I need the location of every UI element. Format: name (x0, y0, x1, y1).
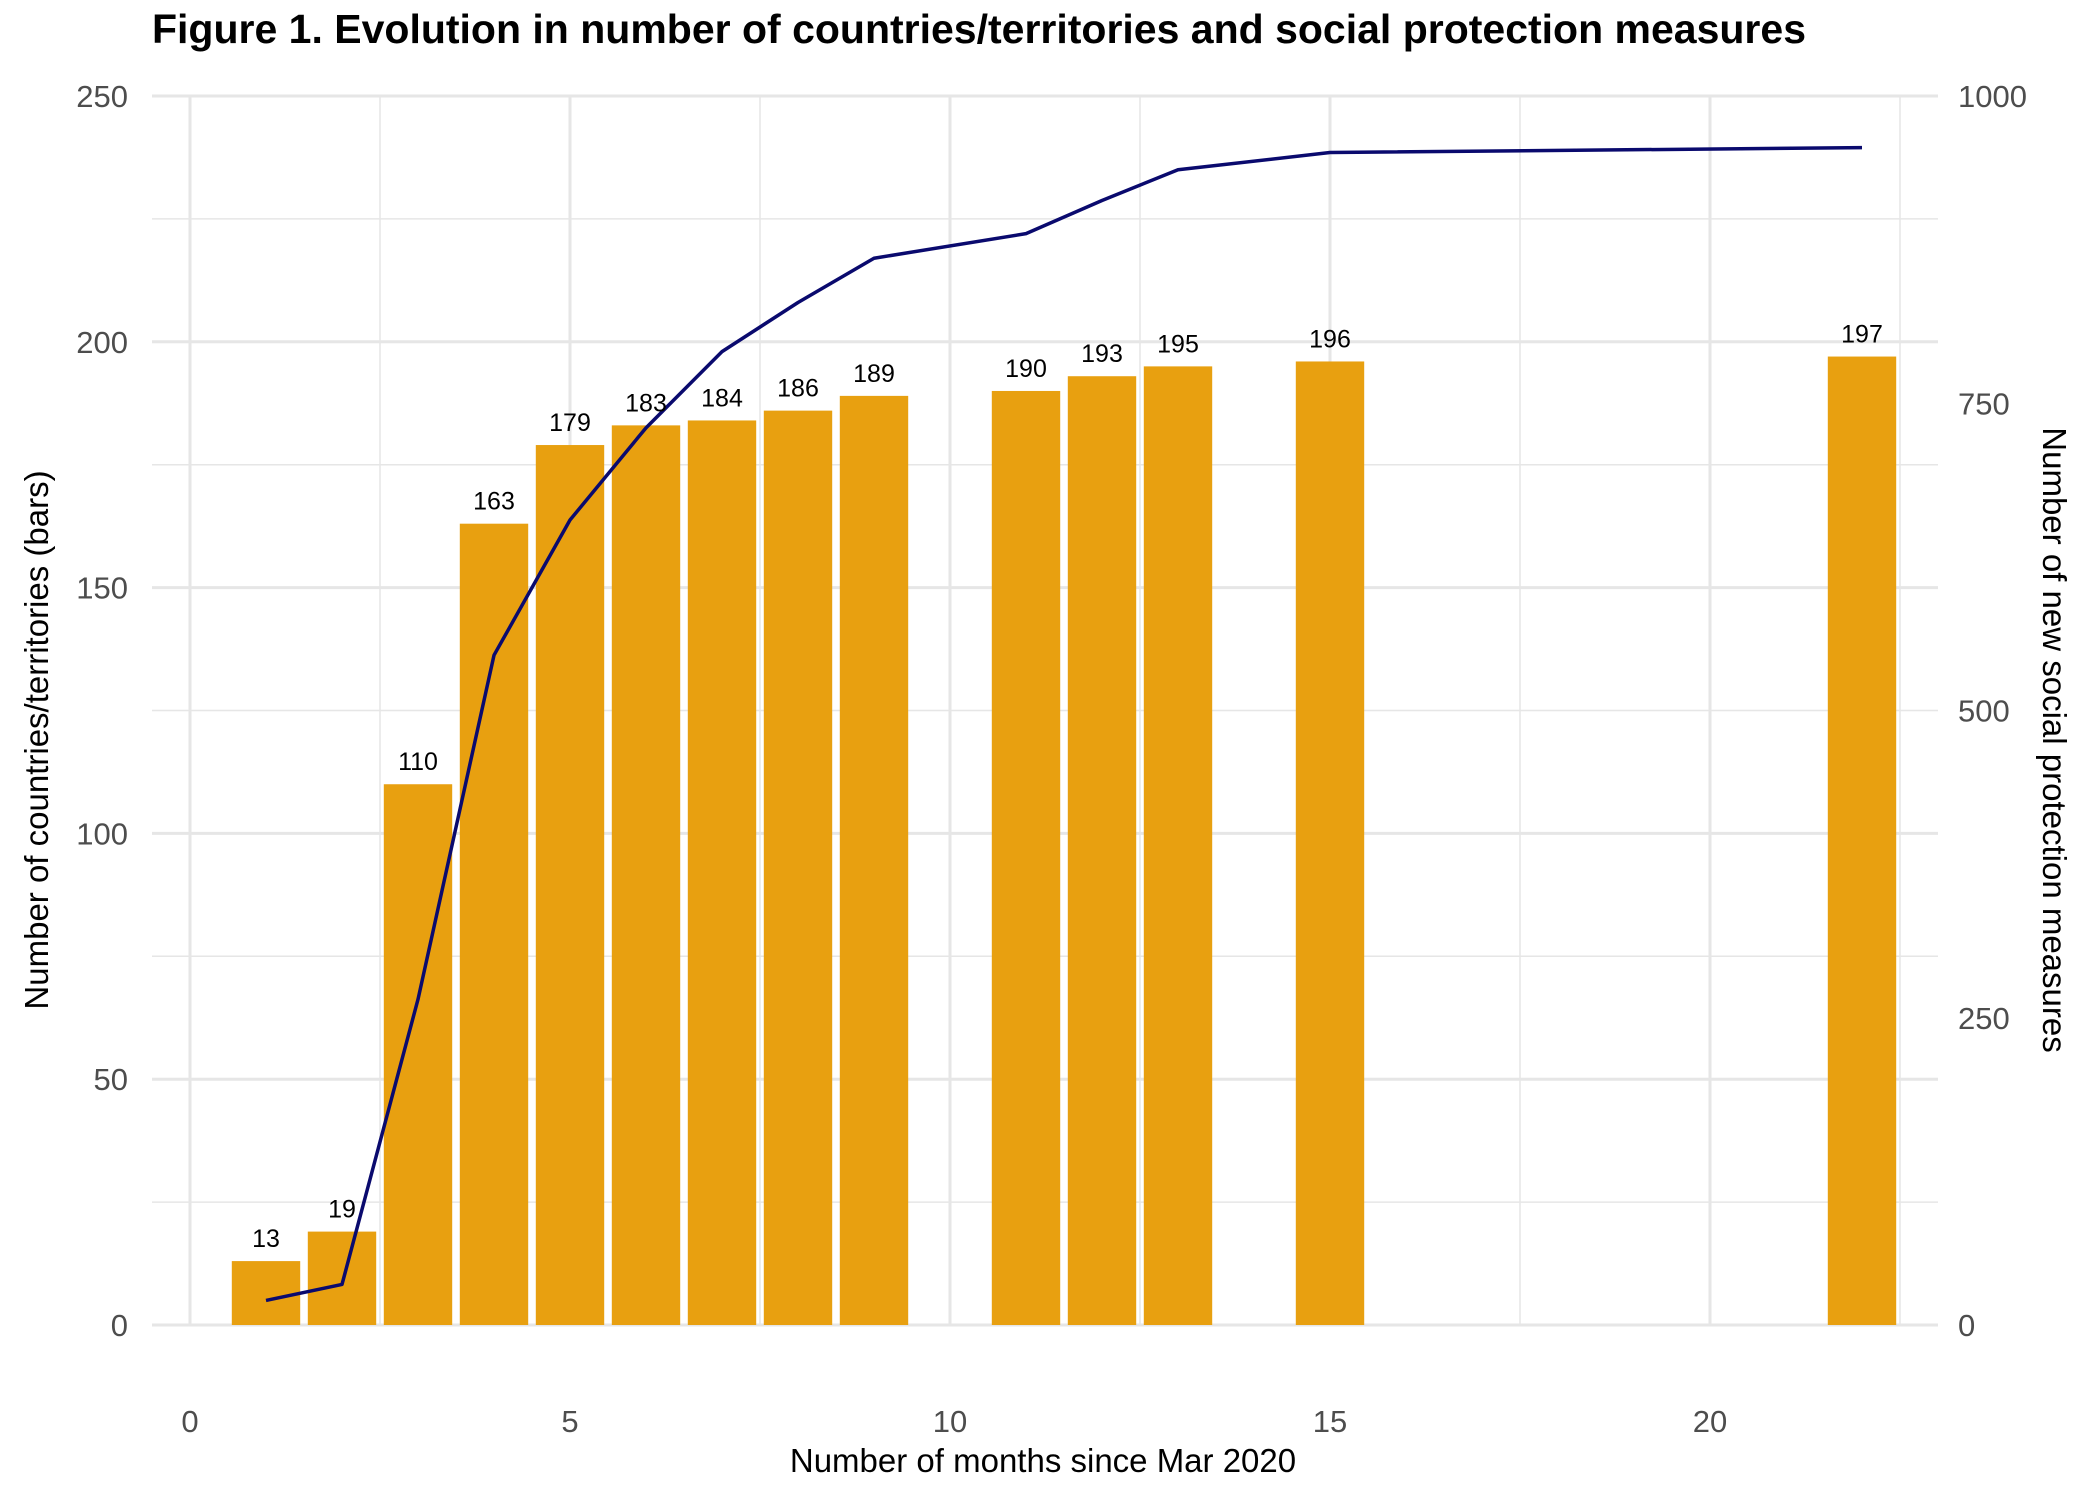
x-axis-label: Number of months since Mar 2020 (790, 1442, 1296, 1479)
x-tick-label: 5 (561, 1404, 578, 1439)
bar-value-label: 197 (1841, 321, 1883, 349)
bar (1067, 376, 1137, 1325)
bar-value-label: 186 (777, 375, 819, 403)
bar-value-label: 179 (549, 409, 591, 437)
chart-title: Figure 1. Evolution in number of countri… (152, 6, 1806, 52)
measures-line-layer (265, 145, 1863, 1303)
bars (231, 356, 1897, 1326)
bar-value-label: 184 (701, 384, 743, 412)
bar (839, 395, 909, 1326)
bar (991, 390, 1061, 1326)
bar-value-label: 13 (252, 1225, 280, 1253)
bar (535, 445, 605, 1325)
bar-value-label: 195 (1157, 330, 1199, 358)
bar (459, 523, 529, 1325)
bar (383, 784, 453, 1325)
y-tick-label: 50 (94, 1062, 128, 1097)
y2-tick-label: 500 (1958, 694, 2010, 729)
bar-value-label: 163 (473, 488, 515, 516)
bar-value-label: 19 (328, 1196, 356, 1224)
bar (1295, 361, 1365, 1325)
y-tick-label: 250 (76, 79, 128, 114)
x-tick-label: 20 (1693, 1404, 1727, 1439)
bar-value-label: 190 (1005, 355, 1047, 383)
x-axis-ticks: 0 5 10 15 20 (181, 1404, 1727, 1439)
y2-axis-label: Number of new social protection measures (2036, 427, 2073, 1052)
bar (1827, 356, 1897, 1326)
bar (611, 425, 681, 1325)
y-tick-label: 0 (111, 1308, 128, 1343)
y2-tick-label: 250 (1958, 1001, 2010, 1036)
x-tick-label: 0 (181, 1404, 198, 1439)
bar-value-label: 110 (398, 748, 438, 776)
y-axis-label: Number of countries/territories (bars) (18, 470, 55, 1009)
x-tick-label: 15 (1313, 1404, 1347, 1439)
bar-value-label: 183 (625, 389, 667, 417)
y-tick-label: 150 (76, 571, 128, 606)
measures-line (265, 145, 1863, 1303)
y2-tick-label: 1000 (1958, 79, 2027, 114)
bar (687, 420, 757, 1325)
y-tick-label: 100 (76, 816, 128, 851)
bar (1143, 366, 1213, 1325)
x-tick-label: 10 (933, 1404, 967, 1439)
bar (231, 1261, 301, 1325)
bar-value-label: 193 (1081, 340, 1123, 368)
bar-value-label: 189 (853, 360, 895, 388)
right-y-axis-ticks: 0 250 500 750 1000 (1958, 79, 2027, 1343)
bar (763, 410, 833, 1325)
y2-tick-label: 0 (1958, 1308, 1975, 1343)
bar-value-label: 196 (1309, 325, 1351, 353)
left-y-axis-ticks: 0 50 100 150 200 250 (76, 79, 128, 1343)
y2-tick-label: 750 (1958, 386, 2010, 421)
bar-data-labels: 13 19 110 163 179 183 184 186 189 190 193 195 196 197 (252, 321, 1883, 1254)
y-tick-label: 200 (76, 325, 128, 360)
